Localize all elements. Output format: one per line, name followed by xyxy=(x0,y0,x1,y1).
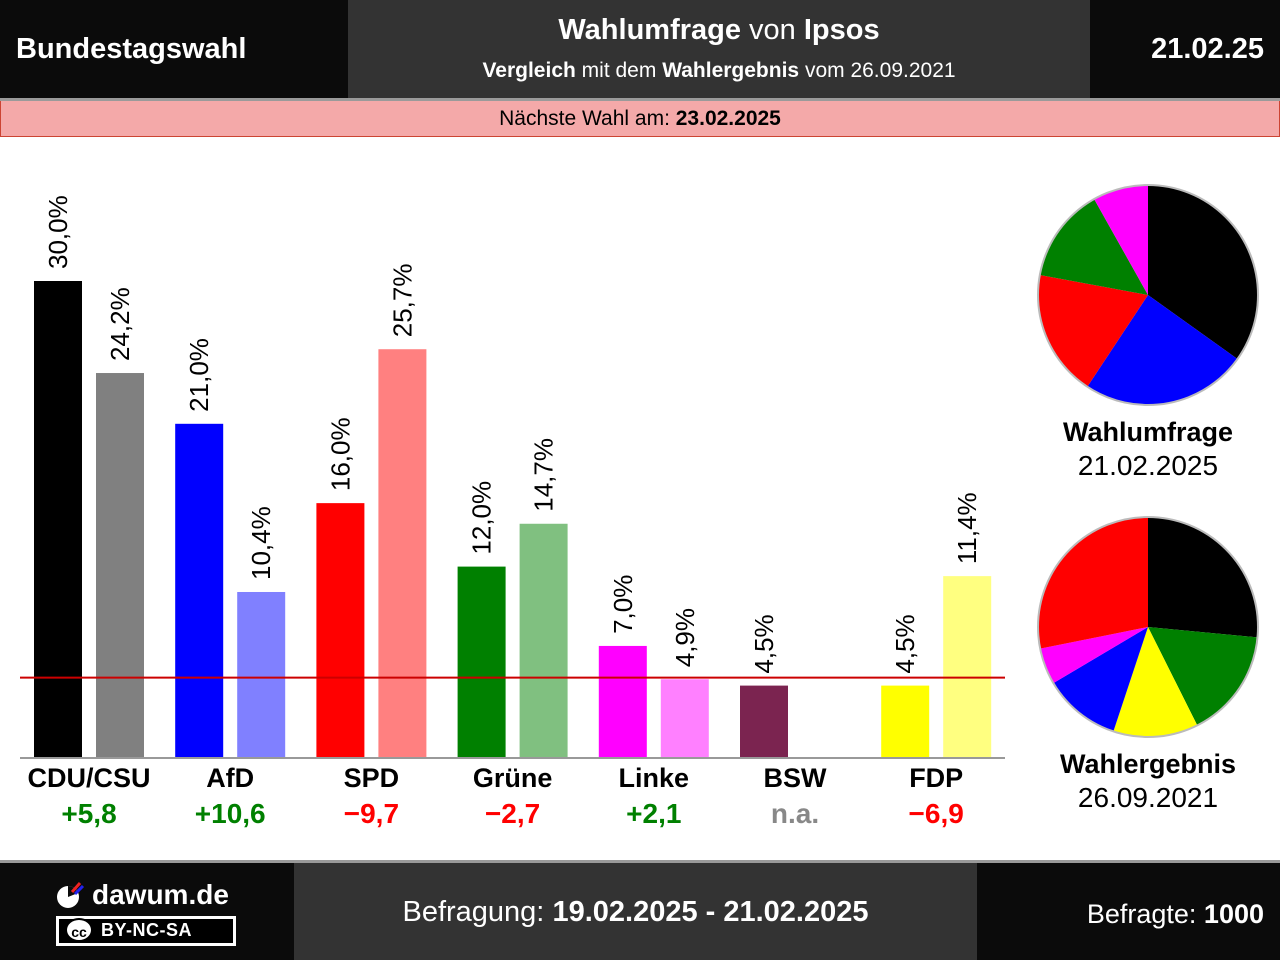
value-label: 7,0% xyxy=(608,575,638,634)
value-label: 16,0% xyxy=(325,417,355,491)
bar-poll-5 xyxy=(740,685,788,757)
footer: dawum.de cc BY-NC-SA Befragung: 19.02.20… xyxy=(0,860,1280,960)
bar-poll-3 xyxy=(457,566,506,757)
poll-title: Wahlumfrage von Ipsos xyxy=(558,14,880,46)
party-label: SPD xyxy=(344,763,400,793)
bar-result-3 xyxy=(519,523,568,757)
value-label: 30,0% xyxy=(43,195,73,269)
difference-label: −6,9 xyxy=(909,798,964,829)
header-divider xyxy=(0,98,1280,101)
pie-date: 21.02.2025 xyxy=(1078,450,1218,481)
pie-slice xyxy=(1039,199,1148,295)
bar-result-0 xyxy=(96,373,144,757)
bar-poll-6 xyxy=(881,685,930,757)
pie-title: Wahlergebnis xyxy=(1060,749,1236,779)
poll-date: 21.02.25 xyxy=(1151,33,1264,65)
value-label: 11,4% xyxy=(952,492,982,564)
site-logo[interactable]: dawum.de xyxy=(92,879,229,910)
difference-label: +2,1 xyxy=(626,798,681,829)
pie-slice xyxy=(1040,627,1148,684)
party-label: CDU/CSU xyxy=(27,763,150,793)
value-label: 14,7% xyxy=(529,438,559,512)
election-name: Bundestagswahl xyxy=(16,33,247,65)
header-right: 21.02.25 xyxy=(1090,0,1280,98)
license-badge[interactable]: cc BY-NC-SA xyxy=(56,916,236,946)
value-label: 4,9% xyxy=(670,608,700,667)
header-left: Bundestagswahl xyxy=(0,0,348,98)
party-label: BSW xyxy=(764,763,828,793)
party-label: Linke xyxy=(619,763,690,793)
pie-slice xyxy=(1148,185,1258,360)
pie-slice xyxy=(1037,517,1148,649)
bar-poll-2 xyxy=(316,503,365,757)
license-label: BY-NC-SA xyxy=(101,920,193,940)
difference-label: +5,8 xyxy=(61,798,116,829)
value-label: 10,4% xyxy=(246,506,276,580)
difference-label: +10,6 xyxy=(195,798,266,829)
value-label: 12,0% xyxy=(467,481,497,555)
pie-title: Wahlumfrage xyxy=(1063,417,1233,447)
pie-slice xyxy=(1148,517,1259,638)
header-center: Wahlumfrage von Ipsos Vergleich mit dem … xyxy=(348,0,1090,98)
pie-slice xyxy=(1094,185,1148,295)
pie-outline xyxy=(1037,516,1259,738)
bar-poll-1 xyxy=(175,423,224,757)
pie-slice xyxy=(1113,627,1198,737)
bar-result-6 xyxy=(943,576,992,757)
pie-slice xyxy=(1148,627,1258,726)
value-label: 4,5% xyxy=(749,614,779,673)
poll-subtitle: Vergleich mit dem Wahlergebnis vom 26.09… xyxy=(482,59,956,82)
difference-label: n.a. xyxy=(771,798,819,829)
bar-poll-4 xyxy=(598,645,647,757)
pie-outline xyxy=(1037,184,1259,406)
bar-result-1 xyxy=(237,591,286,757)
bar-result-4 xyxy=(660,679,709,757)
poll-chart: 30,0% 24,2% CDU/CSU +5,8 21,0% 10,4% AfD +10,6 1… xyxy=(20,184,1259,829)
difference-label: −2,7 xyxy=(485,798,540,829)
value-label: 4,5% xyxy=(890,614,920,673)
value-label: 25,7% xyxy=(387,263,417,337)
bar-result-2 xyxy=(378,349,427,757)
party-label: FDP xyxy=(909,763,963,793)
cc-icon: cc xyxy=(65,918,93,942)
next-election-banner: Nächste Wahl am: 23.02.2025 xyxy=(0,101,1280,137)
pie-slice xyxy=(1053,627,1148,732)
respondents: Befragte: 1000 xyxy=(1086,899,1264,929)
pie-slice xyxy=(1087,295,1238,406)
header: Bundestagswahl Wahlumfrage von Ipsos Ver… xyxy=(0,0,1280,98)
pie-date: 26.09.2021 xyxy=(1078,782,1218,813)
survey-period: Befragung: 19.02.2025 - 21.02.2025 xyxy=(402,896,869,928)
party-label: Grüne xyxy=(473,763,553,793)
party-label: AfD xyxy=(206,763,254,793)
value-label: 21,0% xyxy=(184,338,214,412)
pie-slice xyxy=(1038,275,1148,387)
footer-center: Befragung: 19.02.2025 - 21.02.2025 xyxy=(294,863,977,960)
value-label: 24,2% xyxy=(105,287,135,361)
pie-logo-icon xyxy=(57,882,85,908)
bar-poll-0 xyxy=(34,281,82,757)
difference-label: −9,7 xyxy=(344,798,399,829)
